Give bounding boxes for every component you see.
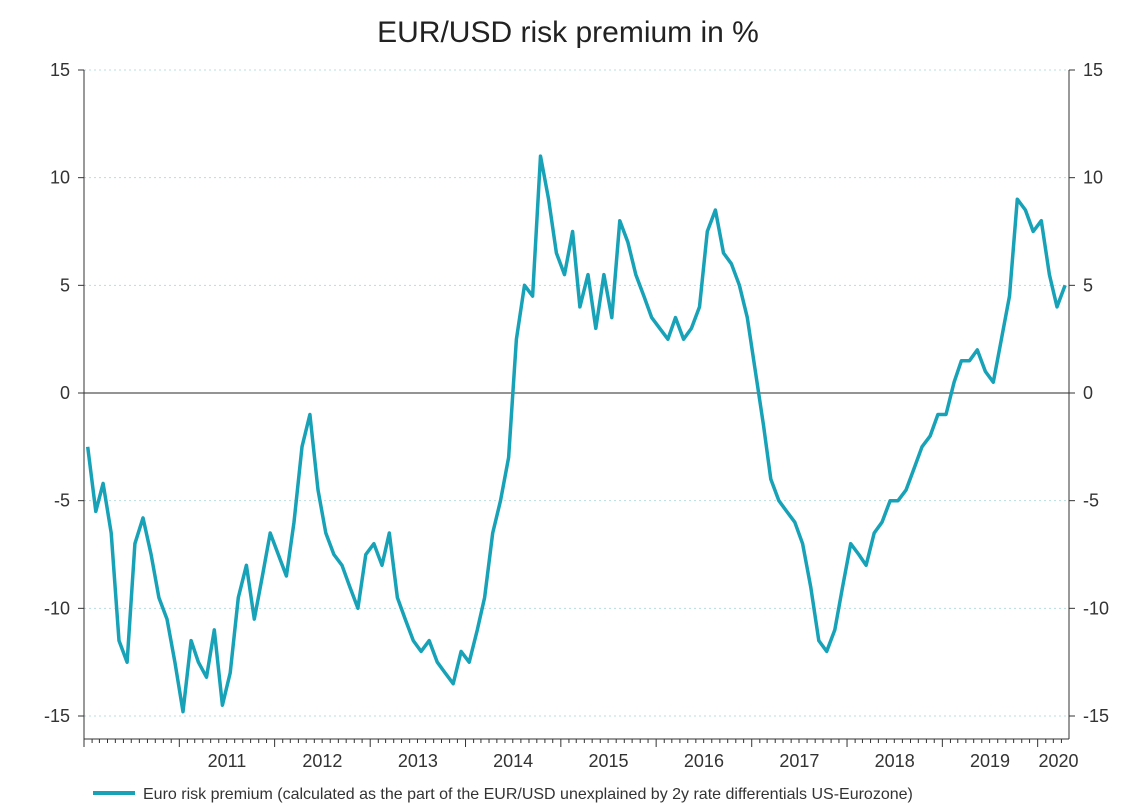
axes: 15 15 10 10 5 5 0 0 -5 -5 -10 -10 -15 -15 2011 2012 2013… [44,60,1109,771]
chart-title: EUR/USD risk premium in % [377,16,759,49]
y-tick-label-left: 15 [50,60,70,80]
legend: Euro risk premium (calculated as the par… [93,786,913,803]
y-tick-label-left: 10 [50,168,70,188]
x-tick-label: 2020 [1039,751,1079,771]
x-tick-label: 2019 [970,751,1010,771]
y-tick-label-right: -10 [1083,598,1109,618]
y-tick-label-right: 5 [1083,275,1093,295]
legend-label: Euro risk premium (calculated as the par… [143,786,913,803]
x-tick-label: 2017 [779,751,819,771]
x-tick-label: 2012 [302,751,342,771]
series-line [85,154,1067,714]
x-tick-label: 2013 [398,751,438,771]
x-tick-label: 2016 [684,751,724,771]
y-tick-label-right: -15 [1083,706,1109,726]
x-tick-label: 2015 [588,751,628,771]
y-tick-label-right: 15 [1083,60,1103,80]
y-tick-label-left: -5 [54,491,70,511]
x-tick-label: 2014 [493,751,533,771]
y-tick-label-left: -15 [44,706,70,726]
y-tick-label-right: -5 [1083,491,1099,511]
y-tick-label-right: 0 [1083,383,1093,403]
x-tick-label: 2011 [208,751,247,771]
y-tick-label-left: 5 [60,275,70,295]
y-tick-label-left: -10 [44,598,70,618]
y-tick-label-left: 0 [60,383,70,403]
series-layer [85,154,1067,714]
y-tick-label-right: 10 [1083,168,1103,188]
x-tick-label: 2018 [875,751,915,771]
gridlines [84,69,1069,717]
